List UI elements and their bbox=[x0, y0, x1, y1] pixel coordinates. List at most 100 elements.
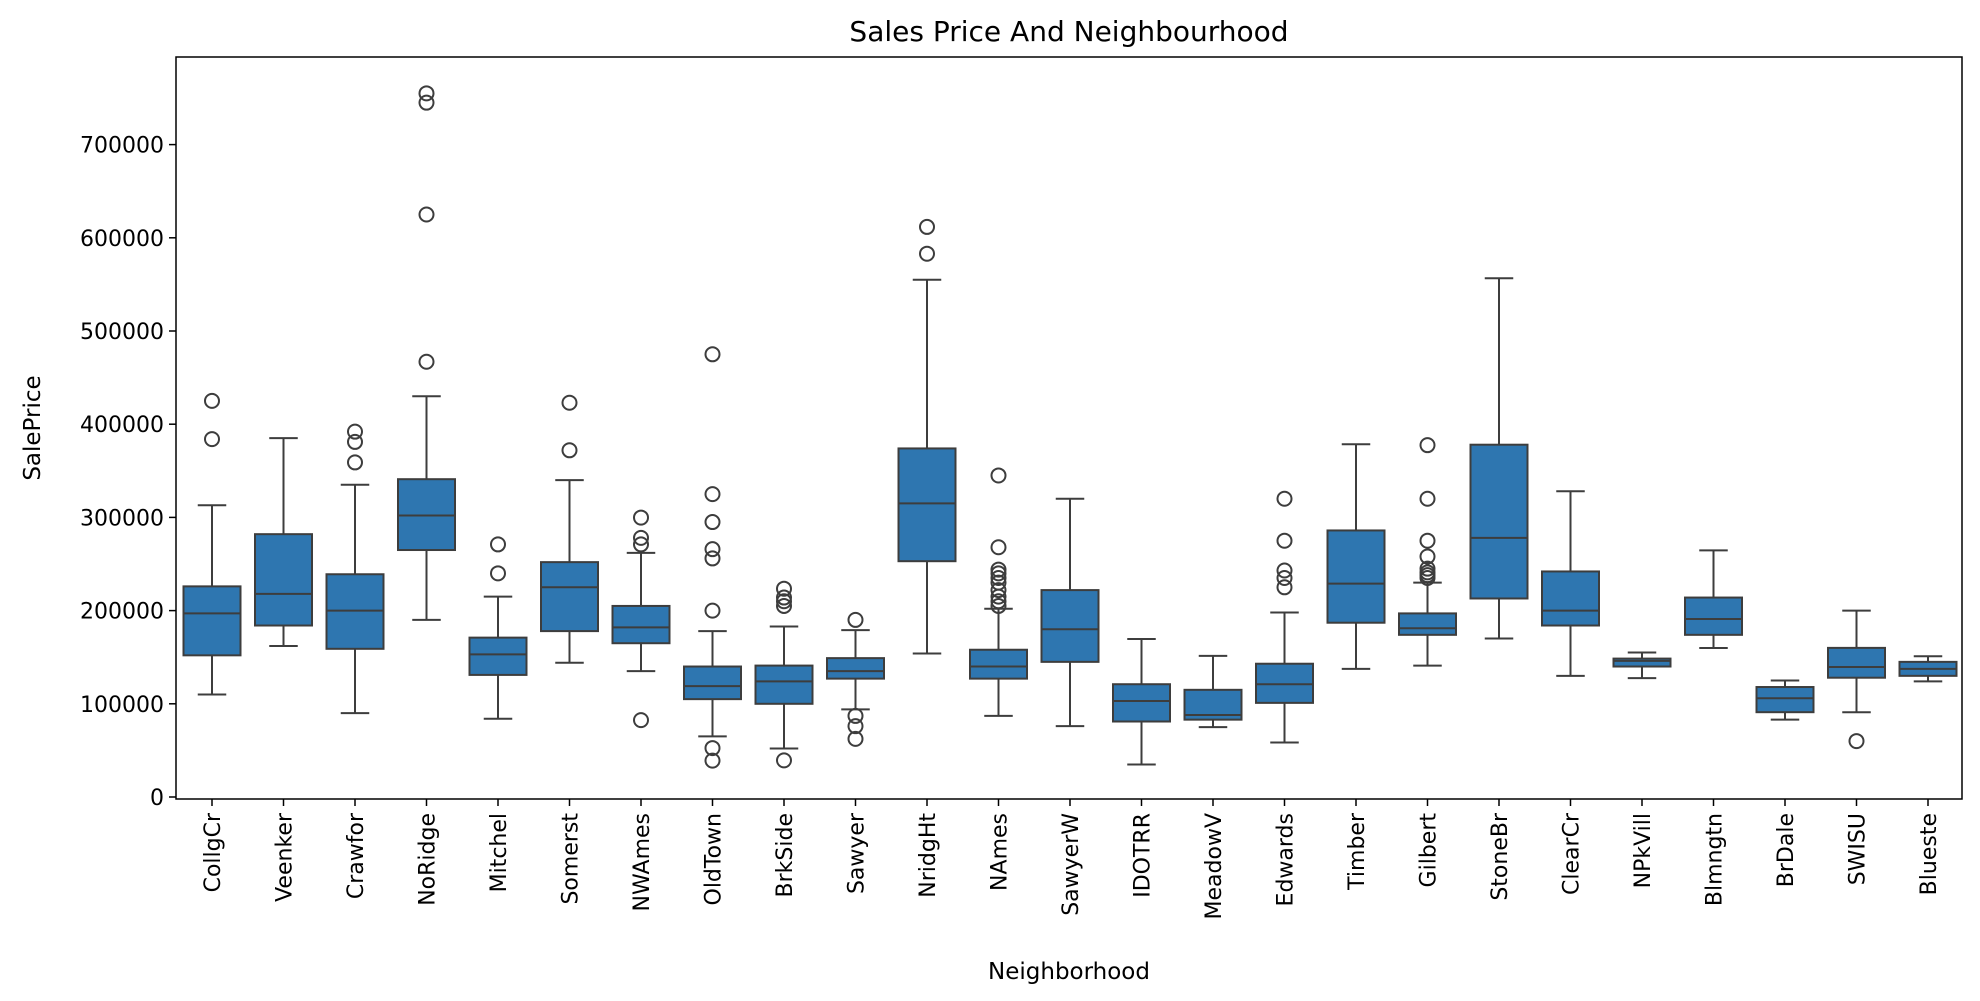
outlier-point bbox=[633, 509, 649, 526]
outlier-point bbox=[418, 353, 435, 370]
box-idotrr bbox=[1112, 638, 1171, 766]
outlier-point bbox=[1419, 532, 1436, 549]
box-swisu bbox=[1827, 609, 1886, 750]
iqr-box bbox=[1112, 683, 1171, 723]
box-blueste bbox=[1898, 655, 1958, 683]
iqr-box bbox=[897, 447, 957, 563]
x-tick-label: BrDale bbox=[1774, 813, 1799, 887]
y-tick-label: 300000 bbox=[80, 506, 164, 531]
box-meadowv bbox=[1183, 654, 1243, 729]
box-veenker bbox=[254, 437, 313, 648]
x-tick-label: StoneBr bbox=[1488, 812, 1513, 901]
x-tick-label: Blueste bbox=[1917, 813, 1942, 895]
x-tick-label: NridgHt bbox=[916, 813, 941, 898]
iqr-box bbox=[969, 648, 1028, 680]
outlier-point bbox=[561, 442, 578, 459]
outlier-point bbox=[204, 392, 220, 409]
outlier-point bbox=[633, 536, 649, 553]
box-brdale bbox=[1755, 679, 1815, 721]
x-tick-label: Veenker bbox=[273, 812, 298, 902]
outlier-point bbox=[704, 541, 721, 558]
outlier-point bbox=[990, 539, 1007, 556]
x-tick-label: NWAmes bbox=[630, 813, 655, 911]
x-tick-label: Blmngtn bbox=[1703, 813, 1728, 906]
x-tick-label: NPkVill bbox=[1631, 813, 1656, 888]
outlier-point bbox=[704, 514, 721, 531]
x-tick-label: Sawyer bbox=[845, 812, 870, 894]
chart-title: Sales Price And Neighbourhood bbox=[849, 15, 1288, 48]
outlier-point bbox=[1419, 548, 1436, 565]
outlier-point bbox=[561, 394, 578, 411]
box-mitchel bbox=[468, 536, 528, 720]
iqr-box bbox=[1326, 529, 1386, 624]
y-tick-label: 700000 bbox=[80, 134, 164, 159]
outlier-point bbox=[990, 561, 1007, 578]
x-axis: CollgCr Veenker Crawfor NoRidge Mitchel Somer… bbox=[201, 799, 1942, 919]
outlier-point bbox=[990, 597, 1007, 614]
y-tick-label: 100000 bbox=[80, 693, 164, 718]
outlier-point bbox=[1419, 437, 1436, 454]
outlier-point bbox=[776, 752, 792, 769]
outlier-point bbox=[418, 94, 435, 111]
box-collgcr bbox=[182, 392, 242, 696]
x-tick-label: BrkSide bbox=[773, 813, 798, 897]
x-tick-label: Crawfor bbox=[344, 812, 369, 899]
iqr-box bbox=[1541, 570, 1600, 627]
outlier-point bbox=[704, 602, 721, 619]
outlier-point bbox=[633, 529, 649, 546]
box-gilbert bbox=[1398, 437, 1457, 667]
iqr-box bbox=[1398, 612, 1457, 636]
y-tick-label: 0 bbox=[150, 786, 164, 811]
outlier-point bbox=[847, 730, 864, 747]
y-tick-label: 200000 bbox=[80, 600, 164, 625]
outlier-point bbox=[919, 245, 935, 262]
box-names bbox=[969, 467, 1028, 717]
plot-frame bbox=[175, 56, 1963, 800]
iqr-box bbox=[754, 664, 814, 705]
box-sawyer bbox=[826, 611, 885, 747]
outlier-point bbox=[1419, 490, 1436, 507]
outlier-point bbox=[776, 589, 792, 606]
box-nridght bbox=[897, 218, 957, 655]
outlier-point bbox=[704, 550, 721, 567]
outlier-point bbox=[704, 740, 721, 757]
outlier-point bbox=[704, 346, 721, 363]
outlier-point bbox=[1276, 562, 1293, 579]
box-blmngtn bbox=[1684, 549, 1743, 649]
x-tick-label: Mitchel bbox=[487, 813, 512, 892]
outlier-point bbox=[847, 707, 864, 724]
x-tick-label: OldTown bbox=[702, 813, 727, 906]
outlier-point bbox=[418, 85, 435, 102]
x-tick-label: NAmes bbox=[988, 813, 1013, 891]
outlier-point bbox=[990, 593, 1007, 610]
outlier-point bbox=[704, 752, 721, 769]
iqr-box bbox=[254, 533, 313, 627]
iqr-box bbox=[1612, 657, 1672, 668]
iqr-box bbox=[1040, 589, 1100, 663]
outlier-point bbox=[418, 206, 435, 223]
iqr-box bbox=[1827, 646, 1886, 679]
outlier-point bbox=[776, 597, 792, 614]
outlier-point bbox=[347, 433, 363, 450]
iqr-box bbox=[1469, 443, 1529, 600]
y-tick-label: 400000 bbox=[80, 413, 164, 438]
outlier-point bbox=[1276, 579, 1293, 596]
outlier-point bbox=[1276, 532, 1293, 549]
outlier-point bbox=[347, 423, 363, 440]
outlier-point bbox=[633, 712, 649, 729]
x-tick-label: Somerst bbox=[559, 813, 584, 905]
x-axis-label: Neighborhood bbox=[988, 959, 1150, 985]
box-nwames bbox=[611, 509, 671, 729]
outlier-point bbox=[990, 582, 1007, 599]
outlier-point bbox=[1276, 569, 1293, 586]
box-sawyerw bbox=[1040, 497, 1100, 728]
y-axis: 0 100000 200000 300000 400000 500000 600000 700… bbox=[80, 134, 176, 811]
x-tick-label: IDOTRR bbox=[1131, 813, 1156, 898]
outlier-point bbox=[919, 218, 935, 235]
x-tick-label: Edwards bbox=[1274, 813, 1299, 906]
x-tick-label: Gilbert bbox=[1417, 813, 1442, 888]
outlier-point bbox=[204, 431, 220, 448]
iqr-box bbox=[1684, 596, 1743, 636]
outlier-point bbox=[990, 467, 1007, 484]
